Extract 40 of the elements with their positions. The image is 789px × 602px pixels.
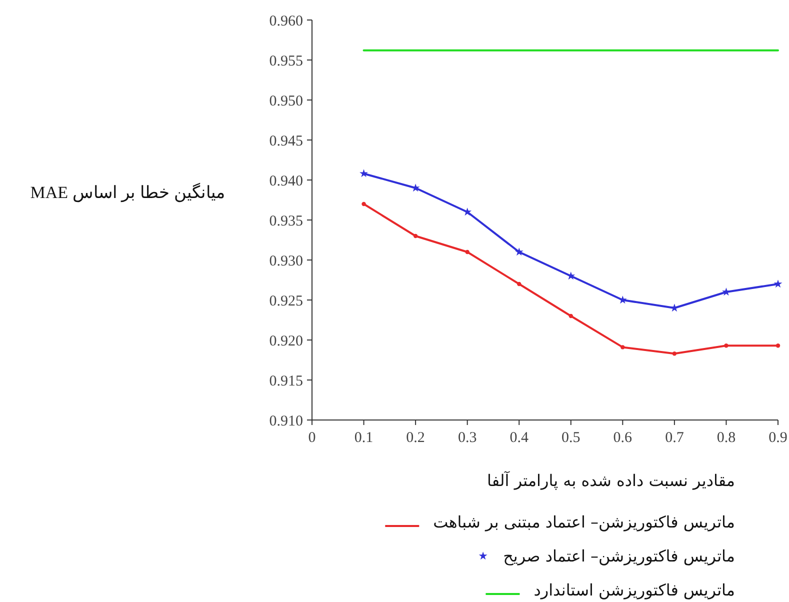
y-tick-label: 0.960 — [269, 13, 303, 30]
point — [517, 282, 522, 286]
point — [672, 351, 677, 356]
x-tick-label: 0.3 — [458, 430, 477, 446]
point — [620, 345, 625, 350]
point — [776, 343, 780, 348]
point — [514, 248, 524, 256]
x-tick-label: 0.5 — [562, 430, 580, 446]
point — [465, 250, 470, 254]
point — [568, 314, 573, 318]
x-axis-title: مقادیر نسبت داده شده به پارامتر آلفا — [486, 470, 735, 490]
x-tick-label: 0.4 — [510, 430, 529, 446]
point — [362, 202, 366, 206]
point — [566, 272, 576, 280]
legend-label: ماتریس فاکتوریزشن– اعتماد مبتنی بر شباهت — [433, 512, 735, 532]
y-tick-label: 0.955 — [269, 53, 303, 70]
y-tick-label: 0.945 — [269, 133, 303, 150]
y-tick-label: 0.940 — [269, 173, 303, 190]
y-tick-label: 0.950 — [269, 93, 303, 110]
y-tick-label: 0.930 — [269, 253, 303, 270]
point — [724, 343, 728, 348]
y-tick-label: 0.935 — [269, 213, 303, 230]
x-tick-label: 0.6 — [613, 430, 633, 446]
point — [463, 208, 472, 216]
x-tick-label: 0.2 — [406, 430, 425, 446]
x-tick-label: 0.9 — [768, 430, 788, 446]
x-tick-label: 0.8 — [716, 430, 736, 446]
point — [774, 280, 782, 288]
y-tick-label: 0.920 — [269, 333, 303, 350]
point — [360, 169, 368, 178]
x-tick-label: 0.1 — [354, 430, 374, 446]
y-tick-label: 0.925 — [269, 293, 303, 310]
y-tick-label: 0.915 — [269, 373, 303, 390]
x-tick-label: 0.7 — [665, 430, 684, 446]
y-tick-label: 0.910 — [269, 413, 303, 430]
y-axis-title: میانگین خطا بر اساس MAE — [30, 182, 225, 203]
legend-label: ماتریس فاکتوریزشن استاندارد — [534, 580, 735, 600]
x-tick-label: 0 — [308, 430, 316, 446]
point — [413, 234, 418, 238]
legend-label: ماتریس فاکتوریزشن– اعتماد صریح — [503, 546, 735, 566]
